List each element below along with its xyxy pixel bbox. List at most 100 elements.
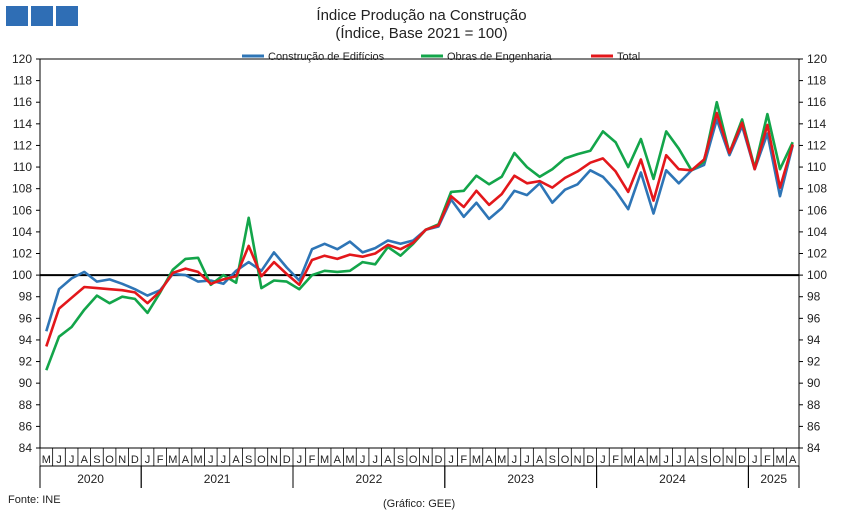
x-month-label: D bbox=[131, 454, 139, 466]
x-month-label: S bbox=[245, 454, 252, 466]
x-month-label: O bbox=[712, 454, 721, 466]
x-month-label: D bbox=[586, 454, 594, 466]
x-month-label: O bbox=[105, 454, 114, 466]
y-tick-label-right: 90 bbox=[807, 376, 821, 390]
x-month-label: F bbox=[157, 454, 164, 466]
y-tick-label-left: 108 bbox=[12, 182, 32, 196]
y-tick-label-left: 92 bbox=[19, 355, 33, 369]
x-month-label: D bbox=[283, 454, 291, 466]
y-tick-label-right: 106 bbox=[807, 203, 827, 217]
x-month-label: A bbox=[536, 454, 544, 466]
x-month-label: F bbox=[764, 454, 771, 466]
y-tick-label-right: 112 bbox=[807, 138, 826, 152]
x-month-label: J bbox=[208, 454, 214, 466]
source-note: Fonte: INE bbox=[8, 494, 61, 506]
x-month-label: S bbox=[93, 454, 100, 466]
x-month-label: M bbox=[320, 454, 329, 466]
x-month-label: J bbox=[512, 454, 518, 466]
y-tick-label-left: 104 bbox=[12, 225, 32, 239]
x-month-label: A bbox=[232, 454, 240, 466]
y-tick-label-left: 120 bbox=[12, 52, 32, 66]
chart-title: Índice Produção na Construção bbox=[316, 7, 527, 24]
x-month-label: J bbox=[676, 454, 682, 466]
x-month-label: O bbox=[257, 454, 266, 466]
logo-block bbox=[56, 6, 78, 26]
x-month-label: F bbox=[460, 454, 467, 466]
y-tick-label-right: 98 bbox=[807, 290, 821, 304]
x-month-label: M bbox=[775, 454, 784, 466]
year-label: 2021 bbox=[204, 472, 231, 486]
x-month-label: J bbox=[69, 454, 75, 466]
y-tick-label-right: 96 bbox=[807, 311, 821, 325]
logo-block bbox=[6, 6, 28, 26]
x-month-label: J bbox=[56, 454, 62, 466]
y-tick-label-left: 118 bbox=[13, 74, 32, 88]
x-month-label: F bbox=[309, 454, 316, 466]
x-month-label: J bbox=[524, 454, 530, 466]
y-tick-label-left: 98 bbox=[19, 290, 33, 304]
x-month-label: A bbox=[688, 454, 696, 466]
y-tick-label-left: 110 bbox=[13, 160, 32, 174]
y-tick-label-left: 86 bbox=[19, 419, 33, 433]
y-tick-label-left: 84 bbox=[19, 441, 33, 455]
x-month-label: S bbox=[700, 454, 707, 466]
legend-label: Total bbox=[617, 51, 640, 63]
x-month-label: N bbox=[574, 454, 582, 466]
y-tick-label-right: 94 bbox=[807, 333, 821, 347]
y-tick-label-right: 102 bbox=[807, 247, 827, 261]
y-tick-label-right: 100 bbox=[807, 268, 827, 282]
x-month-label: M bbox=[42, 454, 51, 466]
y-tick-label-left: 114 bbox=[13, 117, 32, 131]
x-month-label: J bbox=[221, 454, 227, 466]
x-month-label: N bbox=[118, 454, 126, 466]
y-tick-label-right: 118 bbox=[807, 74, 826, 88]
x-month-label: M bbox=[168, 454, 177, 466]
y-tick-label-right: 86 bbox=[807, 419, 821, 433]
chart-credit: (Gráfico: GEE) bbox=[383, 498, 456, 510]
logo-block bbox=[31, 6, 53, 26]
y-tick-label-right: 92 bbox=[807, 355, 821, 369]
x-month-label: A bbox=[637, 454, 645, 466]
x-month-label: A bbox=[485, 454, 493, 466]
x-month-label: A bbox=[789, 454, 797, 466]
y-tick-label-left: 96 bbox=[19, 311, 33, 325]
year-label: 2022 bbox=[356, 472, 383, 486]
x-month-label: F bbox=[612, 454, 619, 466]
x-month-label: J bbox=[145, 454, 151, 466]
year-label: 2024 bbox=[659, 472, 686, 486]
x-month-label: A bbox=[81, 454, 89, 466]
y-tick-label-left: 94 bbox=[19, 333, 33, 347]
y-tick-label-left: 90 bbox=[19, 376, 33, 390]
x-month-label: N bbox=[270, 454, 278, 466]
y-tick-label-left: 102 bbox=[12, 247, 32, 261]
y-tick-label-right: 116 bbox=[807, 95, 826, 109]
y-tick-label-left: 100 bbox=[12, 268, 32, 282]
plot-frame bbox=[39, 58, 800, 449]
x-month-label: S bbox=[397, 454, 404, 466]
x-month-label: J bbox=[360, 454, 366, 466]
x-month-label: J bbox=[752, 454, 758, 466]
y-tick-label-left: 116 bbox=[13, 95, 32, 109]
legend-label: Construção de Edifícios bbox=[268, 51, 385, 63]
x-month-label: S bbox=[549, 454, 556, 466]
y-tick-label-left: 88 bbox=[19, 398, 33, 412]
x-month-label: J bbox=[600, 454, 606, 466]
x-month-label: J bbox=[663, 454, 669, 466]
x-month-label: M bbox=[345, 454, 354, 466]
y-tick-label-right: 114 bbox=[807, 117, 826, 131]
x-month-label: J bbox=[372, 454, 378, 466]
legend-label: Obras de Engenharia bbox=[447, 51, 552, 63]
x-month-label: D bbox=[738, 454, 746, 466]
y-tick-label-right: 88 bbox=[807, 398, 821, 412]
x-month-label: A bbox=[334, 454, 342, 466]
x-month-label: M bbox=[624, 454, 633, 466]
x-month-label: J bbox=[297, 454, 303, 466]
x-month-label: M bbox=[649, 454, 658, 466]
x-month-label: M bbox=[194, 454, 203, 466]
x-month-label: A bbox=[182, 454, 190, 466]
x-month-label: M bbox=[497, 454, 506, 466]
y-tick-label-right: 120 bbox=[807, 52, 827, 66]
y-tick-label-right: 108 bbox=[807, 182, 827, 196]
x-month-label: J bbox=[448, 454, 454, 466]
